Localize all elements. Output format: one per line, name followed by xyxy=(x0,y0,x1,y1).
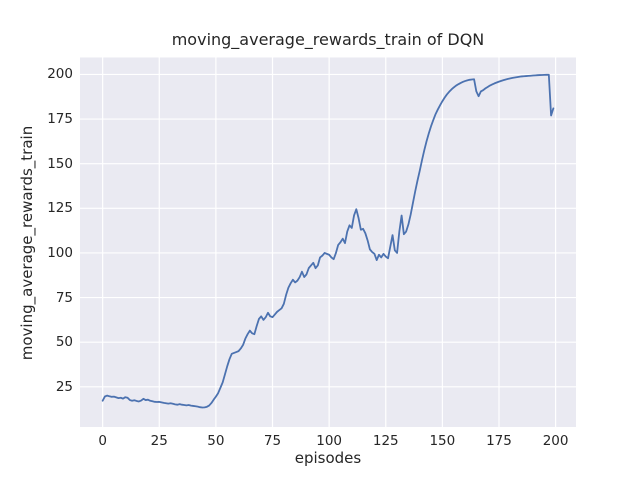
x-tick-label: 75 xyxy=(263,433,282,449)
x-tick-label: 50 xyxy=(207,433,225,449)
series-line-dqn xyxy=(101,73,555,409)
y-tick-label: 175 xyxy=(47,111,73,128)
y-tick-label: 100 xyxy=(47,244,73,261)
x-tick-label: 125 xyxy=(372,433,399,449)
y-tick-label: 25 xyxy=(55,378,73,395)
y-tick-label: 200 xyxy=(47,66,73,83)
x-tick-label: 150 xyxy=(429,433,456,449)
gridlines xyxy=(80,57,576,427)
y-tick-label: 50 xyxy=(55,334,73,351)
x-tick-label: 200 xyxy=(542,433,569,449)
y-tick-label: 75 xyxy=(55,289,73,306)
x-tick-label: 100 xyxy=(316,433,343,449)
y-tick-label: 125 xyxy=(47,200,73,217)
x-tick-label: 25 xyxy=(150,433,168,449)
x-tick-label: 0 xyxy=(98,433,107,449)
chart-title: moving_average_rewards_train of DQN xyxy=(171,30,485,49)
x-tick-label: 175 xyxy=(486,433,512,449)
y-axis-label: moving_average_rewards_train xyxy=(18,125,36,361)
y-tick-label: 150 xyxy=(47,155,73,172)
x-axis-label: episodes xyxy=(294,449,362,467)
axes-background xyxy=(80,57,576,427)
